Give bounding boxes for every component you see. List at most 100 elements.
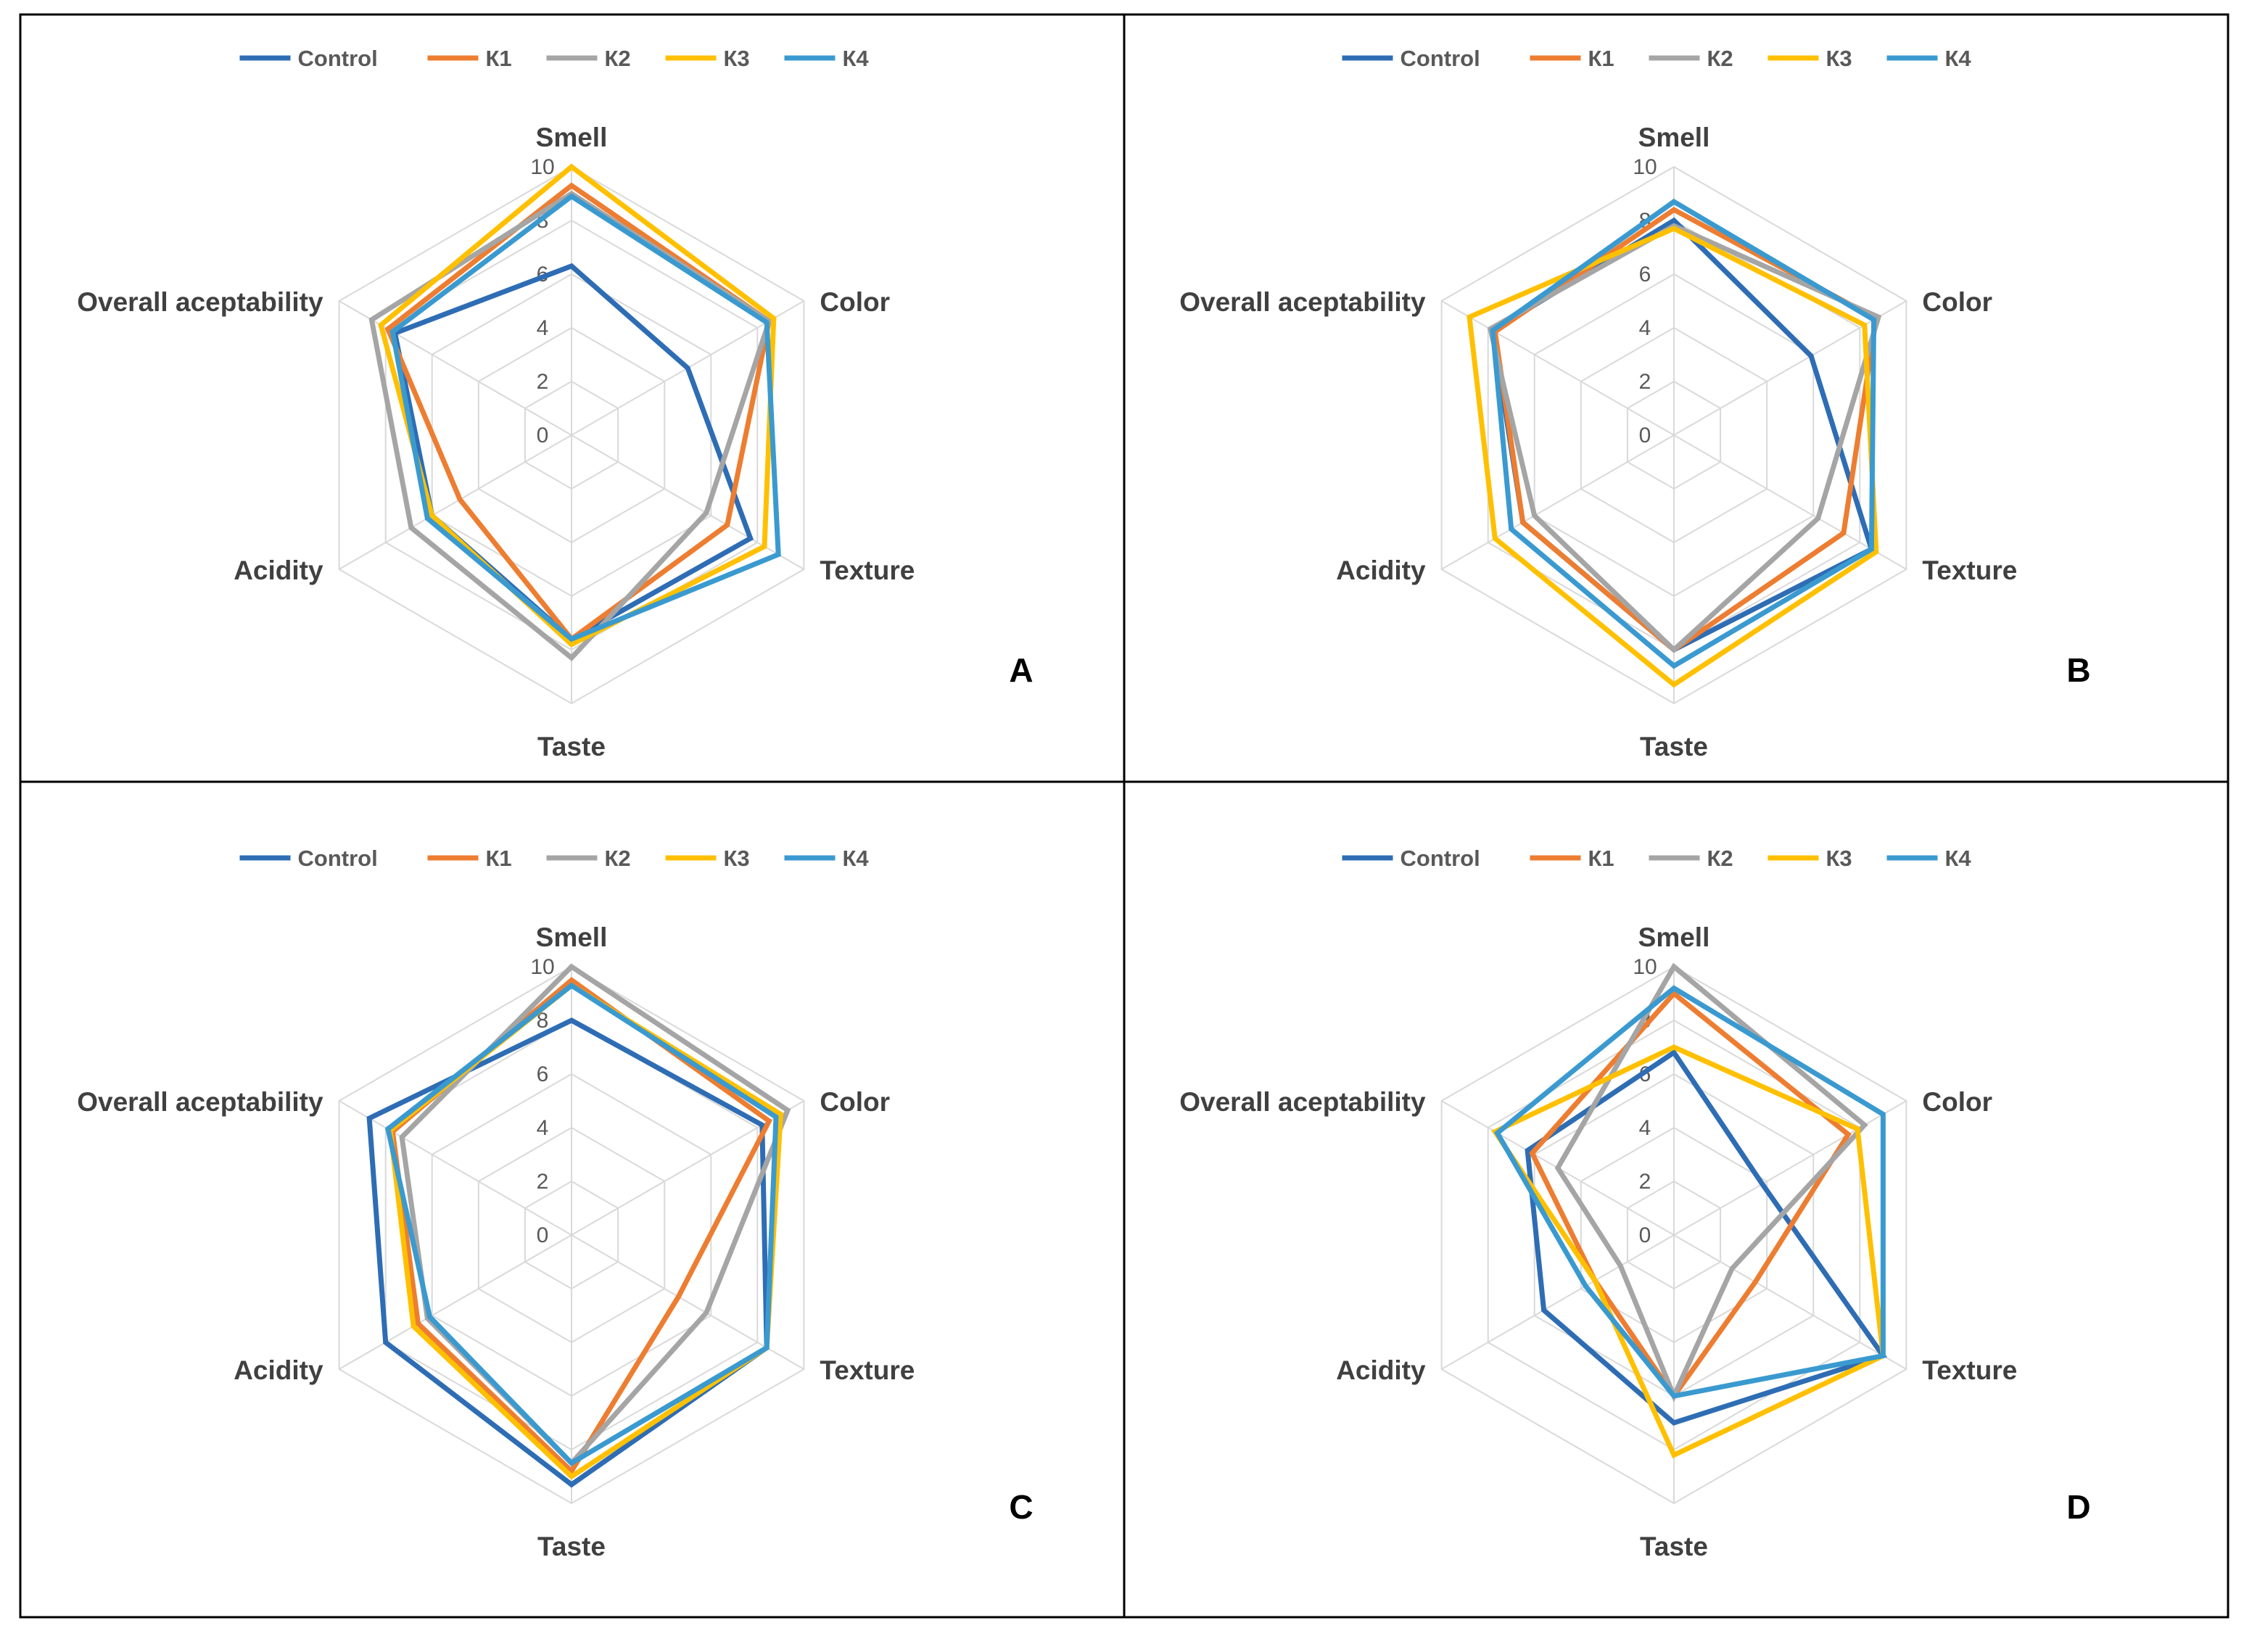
radar-panel-c: 0 2 4 6 8 10 Smell Color Texture Taste Acidity Over… xyxy=(77,846,1033,1561)
series-line-k3 xyxy=(378,163,777,648)
axis-label: Acidity xyxy=(1336,556,1426,585)
series-line-k3 xyxy=(1467,226,1879,688)
legend-label: Control xyxy=(1401,46,1480,71)
axis-label: Smell xyxy=(1638,922,1710,952)
axis-label: Taste xyxy=(1640,732,1708,761)
legend-label: Control xyxy=(298,46,378,71)
series-line-k1 xyxy=(389,977,772,1476)
series-line-control xyxy=(1525,1049,1888,1426)
tick-label: 6 xyxy=(1639,263,1651,286)
legend: Control К1 К2 К3 К4 xyxy=(239,846,870,871)
legend-label: К4 xyxy=(1945,46,1972,71)
series-line-k2 xyxy=(399,963,791,1467)
tick-label: 0 xyxy=(1639,1223,1651,1247)
grid-spoke xyxy=(339,434,572,570)
axis-label: Texture xyxy=(820,1355,915,1385)
legend-label: К4 xyxy=(1945,846,1972,871)
tick-label: 6 xyxy=(537,1062,549,1086)
legend: Control К1 К2 К3 К4 xyxy=(1342,46,1972,71)
radar-panels: 0 2 4 6 8 10 Smell Color Texture Taste Acidity Over… xyxy=(77,46,2090,1561)
grid-spoke xyxy=(1441,434,1675,570)
tick-label: 8 xyxy=(537,1009,549,1033)
tick-label: 4 xyxy=(1639,1116,1651,1140)
legend-label: К2 xyxy=(1707,46,1733,71)
panel-letter: C xyxy=(1009,1488,1033,1526)
axis-label: Color xyxy=(1922,287,1992,317)
legend-label: Control xyxy=(298,846,378,871)
tick-label: 2 xyxy=(1639,370,1651,394)
legend-label: К1 xyxy=(486,46,512,71)
tick-label: 2 xyxy=(537,370,549,394)
legend-label: К3 xyxy=(1826,46,1852,71)
radar-panel-d: 0246810SmellColorTextureTasteAcidityOver… xyxy=(1179,846,2090,1561)
axis-label: Color xyxy=(820,1087,890,1117)
axis-label: Smell xyxy=(1638,123,1710,152)
legend: Control К1 К2 К3 К4 xyxy=(239,46,870,71)
axis-label: Texture xyxy=(1922,1355,2017,1385)
grid-spoke xyxy=(339,1234,572,1370)
tick-label: 2 xyxy=(1639,1170,1651,1194)
axis-label: Smell xyxy=(536,123,608,152)
axis-label: Texture xyxy=(1922,556,2017,585)
series-line-k4 xyxy=(389,193,781,643)
legend-label: К3 xyxy=(1826,846,1852,871)
series-line-k3 xyxy=(387,982,784,1480)
grid-spoke xyxy=(339,300,572,436)
axis-label: Acidity xyxy=(234,1355,323,1385)
radar-grid xyxy=(338,965,805,1505)
tick-label: 0 xyxy=(537,1223,549,1247)
legend-label: К4 xyxy=(843,846,870,871)
grid-spoke xyxy=(1673,434,1907,570)
axis-label: Taste xyxy=(1640,1532,1708,1561)
axis-label: Overall aceptability xyxy=(77,1087,323,1117)
legend-label: К1 xyxy=(1588,846,1614,871)
grid-spoke xyxy=(1673,300,1907,436)
grid-spoke xyxy=(1441,300,1675,436)
axis-label: Texture xyxy=(820,556,915,585)
series-line-k4 xyxy=(1493,985,1886,1399)
axis-label: Taste xyxy=(537,732,606,761)
axis-label: Overall aceptability xyxy=(1179,1087,1426,1117)
legend-label: К2 xyxy=(605,46,631,71)
axis-label: Smell xyxy=(536,922,608,952)
axis-label: Color xyxy=(820,287,890,317)
axis-label: Acidity xyxy=(234,556,323,585)
legend-label: К3 xyxy=(724,846,750,871)
axis-label: Overall aceptability xyxy=(1179,287,1426,317)
tick-label: 4 xyxy=(1639,316,1651,340)
panel-letter: A xyxy=(1009,651,1033,689)
legend-label: К3 xyxy=(724,46,750,71)
tick-label: 4 xyxy=(537,1116,549,1140)
legend-label: К4 xyxy=(843,46,870,71)
axis-label: Acidity xyxy=(1336,1355,1426,1385)
panel-letter: D xyxy=(2066,1488,2090,1526)
axis-label: Overall aceptability xyxy=(77,287,323,317)
radar-panel-b: 0246810SmellColorTextureTasteAcidityOver… xyxy=(1179,46,2090,761)
legend-label: К2 xyxy=(1707,846,1733,871)
tick-label: 4 xyxy=(537,316,549,340)
tick-label: 10 xyxy=(530,955,554,979)
tick-label: 0 xyxy=(1639,424,1651,447)
grid-spoke xyxy=(1673,1100,1907,1236)
grid-spoke xyxy=(1673,1234,1907,1370)
legend-label: К1 xyxy=(486,846,512,871)
panel-letter: B xyxy=(2066,651,2090,689)
series-line-control xyxy=(366,1017,770,1488)
legend-label: К1 xyxy=(1588,46,1614,71)
legend-label: К2 xyxy=(605,846,631,871)
tick-label: 2 xyxy=(537,1170,549,1194)
legend-label: Control xyxy=(1401,846,1480,871)
tick-label: 10 xyxy=(1633,955,1657,979)
grid-spoke xyxy=(339,1100,572,1236)
radar-panel-a: 0246810SmellColorTextureTasteAcidityOver… xyxy=(77,46,1033,761)
tick-label: 10 xyxy=(1633,155,1657,179)
grid-spoke xyxy=(1441,1234,1675,1370)
axis-label: Color xyxy=(1922,1087,1992,1117)
series-line-k4 xyxy=(385,982,779,1466)
axis-label: Taste xyxy=(537,1532,606,1561)
series-line-k4 xyxy=(1490,198,1877,669)
legend: Control К1 К2 К3 К4 xyxy=(1342,846,1972,871)
tick-label: 0 xyxy=(537,424,549,447)
tick-label: 10 xyxy=(530,155,554,179)
